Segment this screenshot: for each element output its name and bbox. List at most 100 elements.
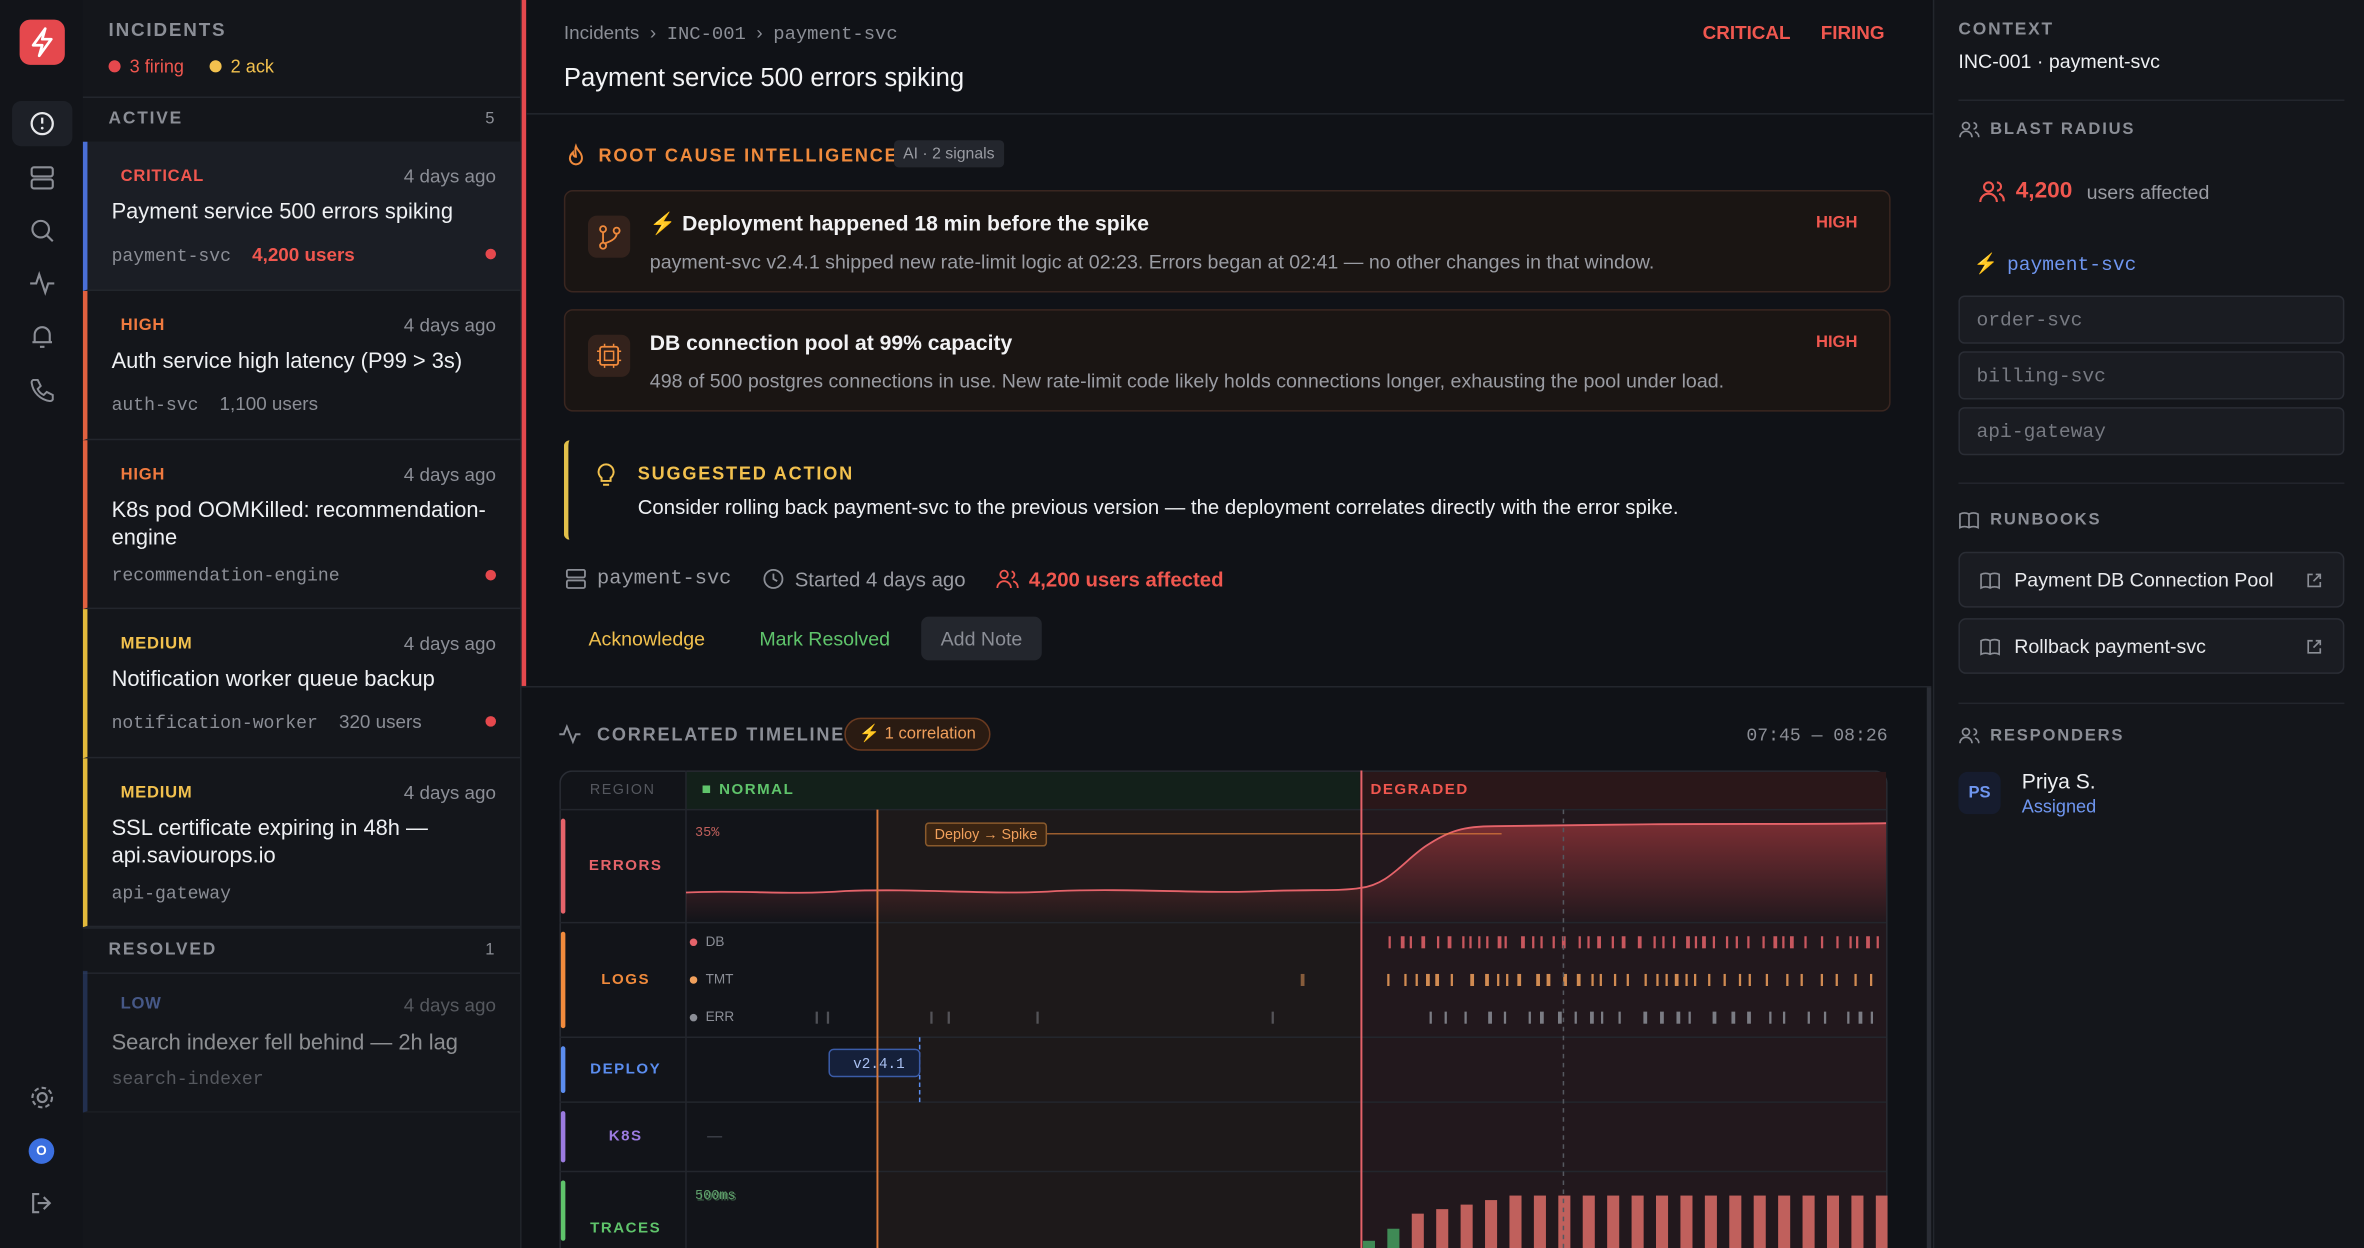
trace-bar: [1436, 1209, 1449, 1248]
nav-search[interactable]: [12, 208, 72, 253]
log-tick: [1400, 936, 1405, 949]
row-accent: [560, 1046, 566, 1094]
log-tick: [1464, 1011, 1467, 1024]
log-tick: [1747, 1011, 1751, 1024]
resolve-button[interactable]: Mark Resolved: [759, 627, 891, 650]
deploy-badge: [828, 1048, 921, 1078]
service: payment-svc: [111, 245, 232, 267]
nav-settings[interactable]: [12, 1075, 72, 1120]
log-tick: [1300, 973, 1305, 987]
incident-list: INCIDENTS 3 firing 2 ack ACTIVE 5 CRITICA…: [82, 0, 522, 1248]
note-button[interactable]: Add Note: [921, 616, 1042, 661]
svc: recommendation-engine: [112, 565, 340, 586]
service-box: api-gateway: [1958, 407, 2345, 456]
crumb[interactable]: Incidents: [563, 22, 640, 44]
log-tick: [1521, 936, 1525, 949]
svg: [30, 111, 54, 136]
service-name: payment-svc: [2006, 253, 2137, 276]
nav-logout[interactable]: [12, 1180, 72, 1225]
log-tick: [1685, 973, 1688, 987]
circle: [599, 225, 607, 234]
log-tick: [1847, 1011, 1850, 1024]
user-avatar[interactable]: O: [28, 1138, 55, 1164]
span: ›: [649, 22, 657, 44]
severity: MEDIUM: [120, 634, 193, 653]
trace-bar: [1704, 1195, 1717, 1248]
signal-detail: 498 of 500 postgres connections in use. …: [649, 369, 1725, 392]
context-id: INC-001 · payment-svc: [1958, 49, 2160, 73]
incident-item[interactable]: HIGH 4 days ago K8s pod OOMKilled: recom…: [82, 440, 521, 610]
incident-item[interactable]: CRITICAL 4 days ago Payment service 500 …: [82, 141, 521, 291]
svg: [30, 271, 55, 296]
svg: [997, 569, 1020, 589]
log-tick: [1517, 973, 1522, 987]
log-tick: [1613, 973, 1617, 987]
nav-incidents[interactable]: [12, 101, 73, 147]
path: [2307, 573, 2322, 588]
log-tick: [1536, 973, 1540, 987]
svg: [31, 219, 54, 242]
abs: [1958, 702, 2345, 705]
circle: [612, 226, 621, 235]
firing-dot: [108, 60, 121, 73]
meta-service: payment-svc: [597, 567, 732, 591]
incident-item[interactable]: MEDIUM 4 days ago Notification worker qu…: [82, 609, 521, 759]
log-tick: [1590, 1011, 1594, 1024]
logo[interactable]: [19, 19, 65, 65]
dot: [485, 569, 497, 581]
svg: [30, 166, 54, 190]
timeline-section: CORRELATED TIMELINE ⚡ 1 correlation 07:4…: [522, 687, 1932, 1248]
normal-label: NORMAL: [719, 781, 794, 798]
log-tick: [1747, 936, 1750, 949]
nav-services[interactable]: [12, 155, 72, 200]
log-tick: [1561, 936, 1566, 949]
time: 4 days ago: [403, 633, 497, 655]
signal-level: HIGH: [1815, 333, 1858, 352]
users: 4,200 users: [252, 244, 355, 266]
nav-oncall[interactable]: [12, 366, 72, 411]
abs: [1959, 727, 1980, 744]
log-tick: [1836, 936, 1839, 949]
path: [1980, 572, 2000, 590]
log-tick: [1849, 936, 1852, 949]
incident-item[interactable]: MEDIUM 4 days ago SSL certificate expiri…: [82, 758, 521, 928]
log-tick: [826, 1011, 830, 1024]
dot: [485, 716, 497, 727]
runbook-link[interactable]: Rollback payment-svc: [1958, 618, 2345, 674]
region-label: REGION: [590, 782, 656, 798]
correlation-badge: ⚡ 1 correlation: [844, 717, 991, 751]
path: [31, 27, 53, 58]
incident-detail: Incidents › INC-001 › payment-svc CRITICAL FI…: [521, 0, 1936, 1248]
blast-users: 4,200: [2015, 177, 2073, 204]
nav-activity[interactable]: [12, 261, 72, 306]
log-tick: [1643, 1011, 1648, 1024]
log-tick: [1800, 973, 1803, 987]
list-title: INCIDENTS: [108, 19, 227, 41]
state-status: FIRING: [1820, 22, 1885, 44]
row-accent: [560, 1111, 566, 1163]
crumb[interactable]: INC-001: [666, 24, 746, 46]
log-tick: [1702, 936, 1706, 949]
acknowledge-button[interactable]: Acknowledge: [588, 627, 706, 650]
nav-alerts[interactable]: [12, 314, 72, 359]
log-tick: [1503, 1011, 1507, 1024]
log-tick: [1674, 973, 1679, 987]
blast-label: BLAST RADIUS: [1990, 120, 2136, 139]
circle: [1961, 727, 1971, 737]
trace-bar: [1826, 1195, 1840, 1248]
context-label: CONTEXT: [1958, 21, 2054, 40]
log-tick: [1528, 1011, 1531, 1024]
log-tick: [1618, 1011, 1621, 1024]
ibox: [587, 215, 631, 258]
incident-item[interactable]: LOW 4 days ago Search indexer fell behin…: [82, 970, 521, 1113]
log-tick: [1621, 936, 1626, 949]
log-tick: [1506, 973, 1509, 987]
badge-text: 1 correlation: [884, 725, 976, 744]
log-tick: [1637, 936, 1642, 949]
abs: [1980, 638, 2000, 656]
deploy-version: v2.4.1: [853, 1057, 905, 1073]
runbook-link[interactable]: Payment DB Connection Pool: [1958, 551, 2345, 608]
log-tick: [1388, 936, 1391, 949]
incident-item[interactable]: HIGH 4 days ago Auth service high latenc…: [82, 290, 521, 441]
